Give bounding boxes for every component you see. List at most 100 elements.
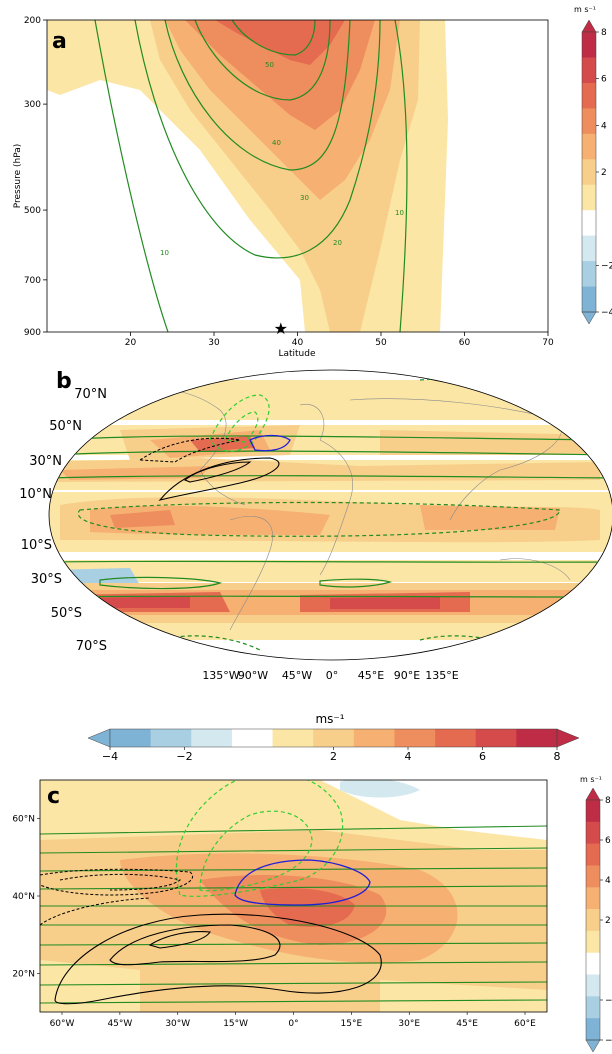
colorbar-tick-label: 6 bbox=[601, 75, 607, 85]
y-tick-label: 500 bbox=[24, 206, 41, 216]
colorbar-extend-max bbox=[581, 19, 597, 33]
colorbar-segment bbox=[582, 210, 596, 236]
contour-label: 40 bbox=[272, 139, 281, 147]
panel-a-x-ticks: 20 30 40 50 60 70 bbox=[125, 332, 554, 348]
lon-label: 15°E bbox=[341, 1019, 363, 1029]
colorbar-segment bbox=[582, 57, 596, 84]
colorbar-tick-label: 4 bbox=[405, 750, 412, 763]
lon-label: 45°E bbox=[358, 669, 384, 682]
lat-label: 60°N bbox=[12, 815, 35, 825]
colorbar-segment bbox=[586, 865, 600, 888]
colorbar-segment bbox=[353, 729, 395, 747]
lon-label: 135°W bbox=[202, 669, 239, 682]
x-tick-label: 70 bbox=[542, 338, 554, 348]
colorbar-extend-min bbox=[87, 728, 111, 748]
colorbar-tick-label: −4 bbox=[601, 308, 612, 318]
lon-label: 45°E bbox=[456, 1019, 478, 1029]
panel-label: b bbox=[56, 369, 72, 394]
panel-a: 10 20 30 40 50 10 a 20 30 40 50 60 70 200 300 5… bbox=[13, 5, 612, 359]
panel-b-map bbox=[49, 370, 612, 660]
panel-c-shading bbox=[40, 780, 547, 1012]
colorbar-unit: m s⁻¹ bbox=[580, 775, 602, 784]
panel-a-colorbar: 8 6 4 2 −2 −4 bbox=[581, 19, 612, 325]
colorbar-segment bbox=[586, 843, 600, 866]
contour-label: 10 bbox=[160, 249, 169, 257]
lat-label: 20°N bbox=[12, 969, 35, 979]
panel-c-lon-labels: 60°W 45°W 30°W 15°W 0° 15°E 30°E 45°E 60°E bbox=[50, 1012, 536, 1029]
y-tick-label: 200 bbox=[24, 16, 41, 26]
colorbar-segment bbox=[516, 729, 558, 747]
colorbar-segment bbox=[586, 800, 600, 823]
panel-b-lat-labels: 70°N 50°N 30°N 10°N 10°S 30°S 50°S 70°S bbox=[19, 387, 107, 654]
panel-b: b 70°N 50°N 30°N 10°N 10°S 30°S 50°S 70°S 135°W… bbox=[19, 369, 612, 763]
colorbar-extend-max bbox=[556, 728, 580, 748]
panel-a-shading bbox=[47, 20, 548, 332]
colorbar-segment bbox=[582, 261, 596, 287]
lon-label: 0° bbox=[288, 1019, 298, 1029]
colorbar-segment bbox=[586, 930, 600, 954]
lat-label: 30°N bbox=[29, 454, 62, 469]
colorbar-tick-label: 6 bbox=[605, 836, 611, 846]
colorbar-tick-label: 2 bbox=[330, 750, 337, 763]
y-tick-label: 700 bbox=[24, 276, 41, 286]
colorbar-extend-max bbox=[585, 787, 601, 801]
colorbar-segment bbox=[586, 952, 600, 975]
panel-c-colorbar: 8 6 4 2 −2 −4 bbox=[585, 787, 612, 1053]
colorbar-segment bbox=[313, 729, 355, 747]
lon-label: 0° bbox=[326, 669, 339, 682]
contour-label: 20 bbox=[333, 239, 342, 247]
lat-label: 50°S bbox=[51, 606, 82, 621]
colorbar-extend-min bbox=[581, 311, 597, 325]
colorbar-segment bbox=[582, 159, 596, 186]
colorbar-segment bbox=[394, 729, 436, 747]
colorbar-segment bbox=[582, 108, 596, 135]
colorbar-segment bbox=[586, 974, 600, 997]
contour-label: 10 bbox=[395, 209, 404, 217]
x-tick-label: 60 bbox=[459, 338, 471, 348]
colorbar-segment bbox=[435, 729, 477, 747]
colorbar-tick-label: 4 bbox=[601, 121, 607, 131]
colorbar-segment bbox=[150, 729, 192, 747]
lon-label: 60°E bbox=[514, 1019, 536, 1029]
lon-label: 135°E bbox=[425, 669, 458, 682]
colorbar-tick-label: 2 bbox=[605, 916, 611, 926]
colorbar-tick-label: 2 bbox=[601, 168, 607, 178]
y-tick-label: 900 bbox=[24, 328, 41, 338]
colorbar-segment bbox=[586, 887, 600, 910]
x-axis-label: Latitude bbox=[278, 349, 316, 359]
colorbar-segment bbox=[586, 996, 600, 1019]
colorbar-tick-label: −4 bbox=[102, 750, 118, 763]
colorbar-tick-label: 4 bbox=[605, 876, 611, 886]
panel-a-contours bbox=[94, 20, 408, 332]
colorbar-segment bbox=[586, 1018, 600, 1041]
lat-label: 70°N bbox=[74, 387, 107, 402]
panel-b-lon-labels: 135°W90°W 45°W 0° 45°E 90°E 135°E bbox=[202, 669, 458, 682]
colorbar-segment bbox=[110, 729, 151, 747]
colorbar-tick-label: −4 bbox=[605, 1036, 612, 1046]
x-tick-label: 50 bbox=[375, 338, 387, 348]
lat-label: 70°S bbox=[76, 639, 107, 654]
panel-a-contour-labels: 10 20 30 40 50 10 bbox=[160, 61, 404, 257]
lat-label: 10°N bbox=[19, 487, 52, 502]
colorbar-unit: m s⁻¹ bbox=[574, 5, 596, 14]
lon-label: 15°W bbox=[223, 1019, 248, 1029]
x-tick-label: 30 bbox=[208, 338, 220, 348]
colorbar-unit: ms⁻¹ bbox=[315, 712, 344, 726]
panel-b-colorbar: −4 −2 2 4 6 8 bbox=[87, 728, 580, 763]
lon-label: 30°E bbox=[398, 1019, 420, 1029]
lon-label: 90°W bbox=[238, 669, 268, 682]
star-marker: ★ bbox=[274, 319, 288, 338]
x-tick-label: 20 bbox=[125, 338, 137, 348]
colorbar-segment bbox=[272, 729, 314, 747]
contour-label: 30 bbox=[300, 194, 309, 202]
colorbar-segment bbox=[582, 32, 596, 58]
colorbar-segment bbox=[231, 729, 273, 747]
lon-label: 60°W bbox=[50, 1019, 75, 1029]
colorbar-tick-label: −2 bbox=[601, 261, 612, 271]
panel-a-y-ticks: 200 300 500 700 900 bbox=[24, 16, 47, 338]
lon-label: 45°W bbox=[282, 669, 312, 682]
panel-b-contours bbox=[49, 378, 611, 651]
lat-label: 40°N bbox=[12, 892, 35, 902]
colorbar-segment bbox=[582, 286, 596, 313]
